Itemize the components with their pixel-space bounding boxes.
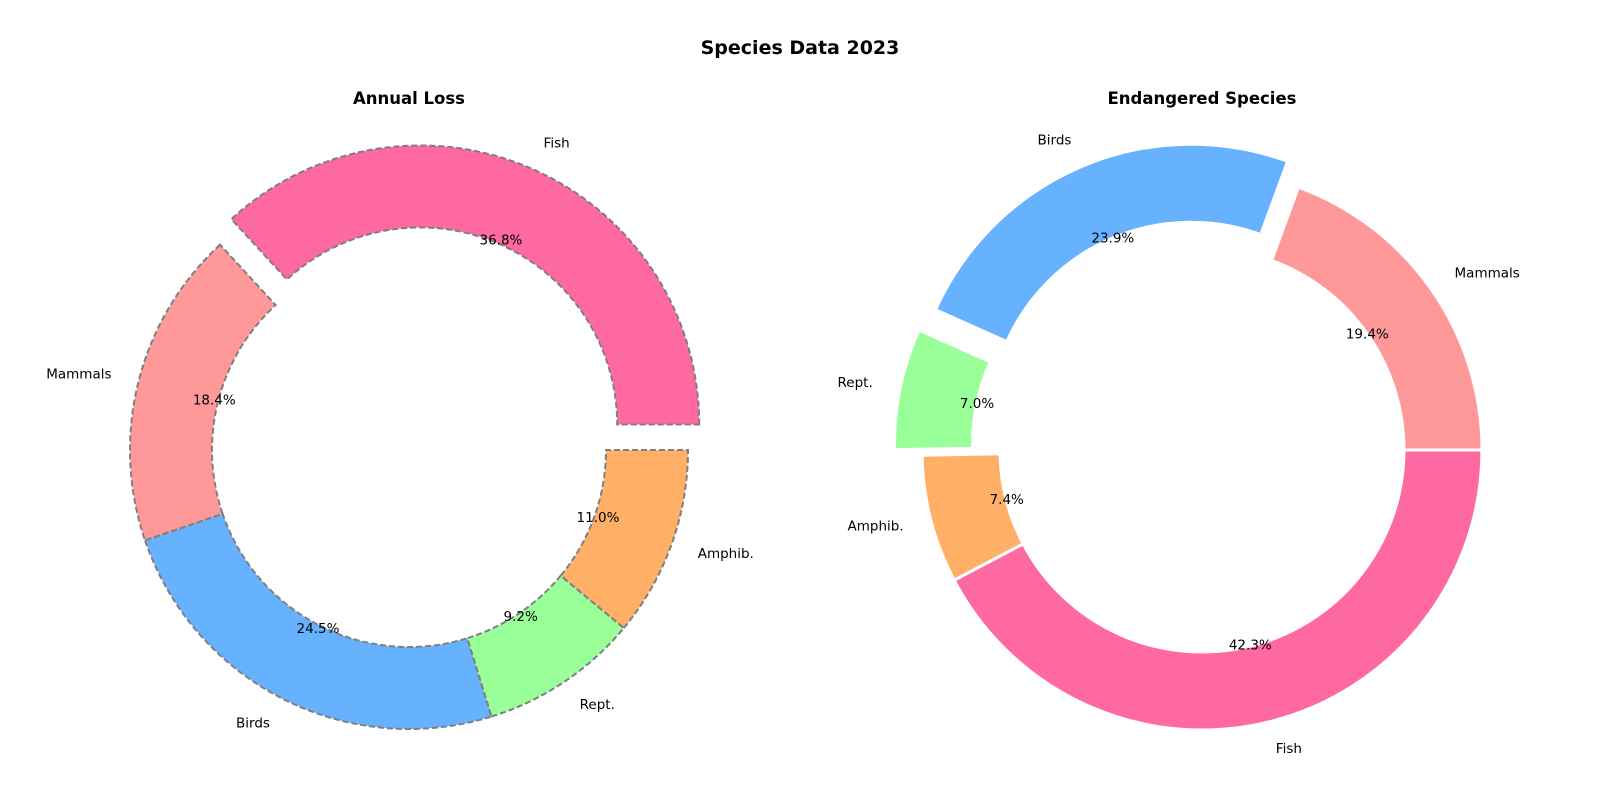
annual-loss-title: Annual Loss	[353, 89, 465, 108]
wedge-fish	[952, 448, 1484, 732]
endangered-species-wedges	[893, 142, 1484, 732]
percent-mammals: 18.4%	[193, 393, 236, 409]
label-fish: Fish	[1276, 741, 1302, 757]
endangered-species-title: Endangered Species	[1108, 89, 1297, 108]
label-amphib: Amphib.	[698, 546, 754, 562]
percent-birds: 24.5%	[297, 621, 340, 637]
annual-loss-percent-labels: 36.8% 18.4% 24.5% 9.2% 11.0%	[193, 233, 620, 638]
wedge-mammals	[129, 243, 278, 542]
percent-amphib: 7.4%	[990, 492, 1024, 508]
percent-fish: 36.8%	[479, 233, 522, 249]
annual-loss-wedges	[129, 144, 701, 730]
figure-title: Species Data 2023	[701, 37, 900, 59]
label-birds: Birds	[1038, 132, 1072, 148]
percent-fish: 42.3%	[1229, 638, 1272, 654]
wedge-fish	[229, 144, 701, 426]
wedge-rept	[466, 574, 626, 718]
wedge-mammals	[1269, 185, 1484, 452]
label-fish: Fish	[544, 135, 570, 151]
wedge-amphib	[559, 449, 690, 630]
endangered-species-percent-labels: 19.4% 23.9% 7.0% 7.4% 42.3%	[960, 230, 1389, 653]
wedge-rept	[893, 328, 993, 452]
label-amphib: Amphib.	[848, 519, 904, 535]
percent-mammals: 19.4%	[1346, 327, 1389, 343]
label-mammals: Mammals	[46, 367, 111, 383]
percent-birds: 23.9%	[1091, 230, 1134, 246]
label-rept: Rept.	[580, 697, 615, 713]
annual-loss-chart: Annual Loss Fish Mammals Birds Rept. Amphib.…	[46, 89, 754, 732]
endangered-species-chart: Endangered Species Mammals Birds Rept. Amph…	[838, 89, 1520, 757]
wedge-birds	[933, 142, 1290, 344]
percent-rept: 7.0%	[960, 396, 994, 412]
endangered-species-category-labels: Mammals Birds Rept. Amphib. Fish	[838, 132, 1520, 757]
wedge-birds	[143, 512, 493, 730]
label-mammals: Mammals	[1455, 266, 1520, 282]
percent-rept: 9.2%	[504, 609, 538, 625]
annual-loss-category-labels: Fish Mammals Birds Rept. Amphib.	[46, 135, 754, 731]
label-rept: Rept.	[838, 375, 873, 391]
percent-amphib: 11.0%	[577, 510, 620, 526]
label-birds: Birds	[236, 716, 270, 732]
